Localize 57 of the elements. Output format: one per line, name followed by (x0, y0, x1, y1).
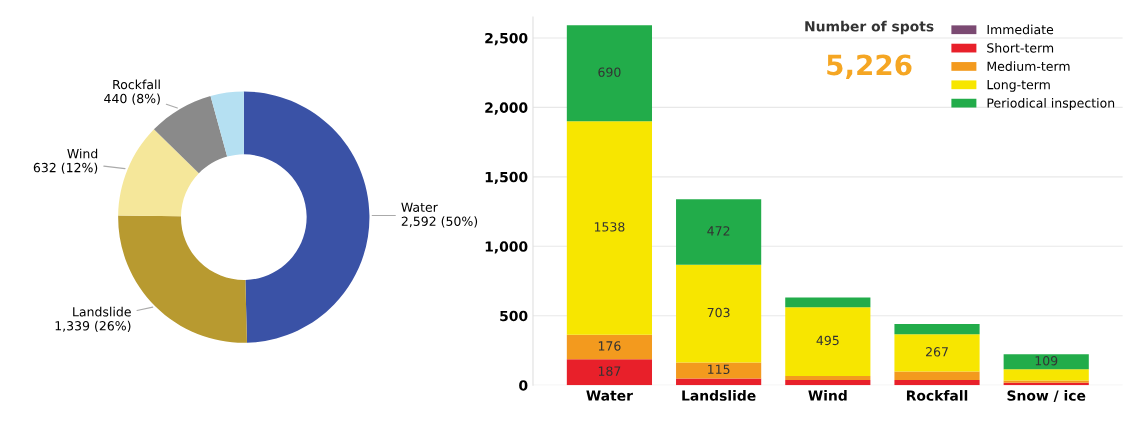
bar (676, 199, 762, 265)
y-tick-label: 1,500 (485, 171, 528, 185)
data-label: 1,339 (26%) (55, 320, 131, 332)
x-tick-label: Wind (808, 390, 847, 401)
slice-label: Landslide (73, 306, 131, 317)
data-label: 472 (707, 226, 730, 236)
bar (785, 380, 871, 386)
bar (566, 121, 653, 335)
data-label: 440 (8%) (104, 93, 160, 105)
bar (676, 362, 762, 379)
y-tick-label: 0 (519, 380, 528, 391)
donut-slice (210, 91, 244, 157)
chart-title: Number of spots (805, 20, 934, 35)
x-tick-label: Rockfall (906, 390, 968, 401)
data-label: 632 (12%) (33, 162, 98, 174)
bar (566, 25, 653, 122)
donut-slice (243, 91, 370, 343)
text: 5,226 (827, 54, 912, 79)
legend-label: Long-term (987, 80, 1050, 92)
bar (894, 324, 980, 335)
bar (894, 371, 980, 381)
y-tick-label: 500 (500, 310, 528, 322)
x-tick-label: Snow / ice (1007, 390, 1086, 402)
data-label: 1538 (594, 222, 625, 232)
legend-label: Immediate (987, 24, 1054, 35)
bar (894, 380, 980, 386)
data-label: 495 (816, 335, 839, 346)
y-tick-label: 2,500 (485, 32, 528, 46)
slice-label: Wind (67, 148, 98, 159)
y-tick-label: 2,000 (485, 102, 528, 115)
data-label: 703 (707, 307, 730, 318)
data-label: 2,592 (50%) (401, 216, 478, 228)
y-tick-label: 1,000 (485, 241, 528, 254)
bar (1003, 354, 1089, 370)
legend-label: Periodical inspection (987, 98, 1115, 111)
x-tick-label: Water (586, 390, 633, 401)
data-label: 187 (598, 366, 621, 376)
legend-label: Short-term (987, 42, 1054, 53)
x-tick-label: Landslide (682, 390, 756, 401)
data-label: 115 (708, 364, 730, 375)
bar (785, 297, 871, 308)
bar (894, 334, 980, 372)
bar (566, 359, 653, 386)
bar (1003, 369, 1089, 381)
legend-label: Medium-term (987, 61, 1070, 71)
slice-label: Rockfall (113, 79, 160, 90)
bar (676, 264, 762, 363)
donut-slice (118, 129, 199, 217)
data-label: 267 (926, 347, 948, 357)
data-label: 176 (598, 341, 621, 351)
slice-label: Water (401, 202, 438, 212)
bar (785, 375, 871, 381)
data-label: 690 (598, 67, 621, 77)
bar (566, 334, 653, 360)
data-label: 109 (1035, 355, 1058, 366)
bar (785, 307, 871, 376)
bar (676, 378, 762, 386)
